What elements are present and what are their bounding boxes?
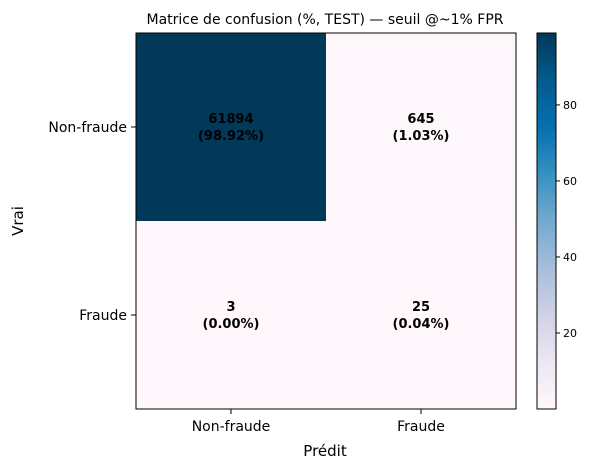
y-tick-label: Fraude	[79, 308, 127, 324]
cell-labels: 61894 (98.92%) 645 (1.03%) 3 (0.00%) 25 (0.04%)	[198, 112, 450, 332]
heatmap-cell	[326, 33, 516, 221]
colorbar-tick-label: 60	[563, 175, 577, 188]
x-tick-label: Non-fraude	[192, 419, 271, 435]
y-tick-label: Non-fraude	[48, 120, 127, 136]
cell-percent-label: (98.92%)	[198, 129, 264, 144]
cell-count-label: 61894	[208, 112, 253, 127]
colorbar-tick-label: 20	[563, 327, 577, 340]
colorbar-tick-label: 40	[563, 251, 577, 264]
colorbar	[536, 32, 557, 410]
colorbar-ticks: 20 40 60 80	[556, 99, 577, 340]
heatmap-cell	[326, 221, 516, 409]
heatmap-cells	[136, 33, 516, 409]
y-axis-label: Vrai	[9, 206, 27, 236]
cell-percent-label: (0.00%)	[203, 317, 260, 332]
x-axis-label: Prédit	[303, 442, 347, 460]
cell-percent-label: (0.04%)	[393, 317, 450, 332]
heatmap-cell	[136, 221, 326, 409]
y-axis-ticks: Non-fraude Fraude	[48, 120, 136, 324]
cell-count-label: 3	[226, 300, 235, 315]
x-tick-label: Fraude	[397, 419, 445, 435]
colorbar-tick-label: 80	[563, 99, 577, 112]
plot-frame	[135, 32, 517, 410]
cell-count-label: 645	[407, 112, 434, 127]
x-axis-ticks: Non-fraude Fraude	[192, 409, 445, 435]
heatmap-cell	[136, 33, 326, 221]
chart-title: Matrice de confusion (%, TEST) — seuil @…	[147, 12, 504, 28]
cell-percent-label: (1.03%)	[393, 129, 450, 144]
cell-count-label: 25	[412, 300, 430, 315]
